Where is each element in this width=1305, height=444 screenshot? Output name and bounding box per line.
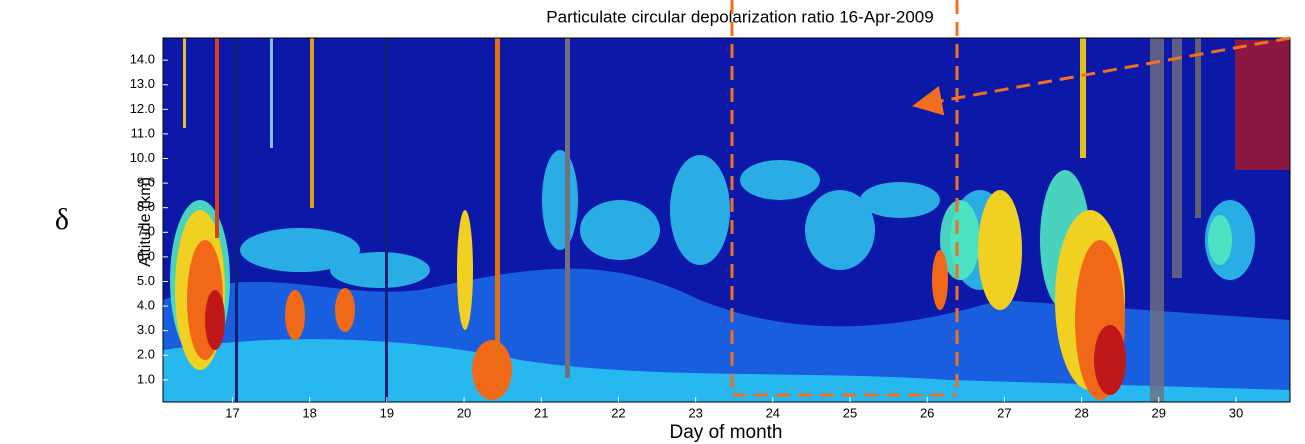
y-tick-label: 11.0 [131, 125, 155, 140]
x-tick-label: 27 [997, 405, 1011, 420]
y-tick-label: 12.0 [130, 101, 155, 116]
x-tick-label: 28 [1074, 405, 1088, 420]
x-tick-label: 26 [920, 405, 934, 420]
x-tick-label: 24 [766, 405, 780, 420]
y-tick-label: 9.0 [137, 175, 155, 190]
y-tick-label: 5.0 [137, 273, 155, 288]
y-tick-label: 2.0 [137, 347, 155, 362]
x-tick-label: 21 [534, 405, 548, 420]
x-tick-label: 18 [302, 405, 316, 420]
x-tick-label: 22 [611, 405, 625, 420]
y-tick-label: 4.0 [137, 298, 155, 313]
y-tick-label: 10.0 [130, 150, 155, 165]
x-tick-label: 23 [688, 405, 702, 420]
axes: 1.0 2.0 3.0 4.0 5.0 6.0 7.0 8.0 9.0 10.0 11.0 12.0 1… [130, 52, 1244, 421]
y-tick-label: 1.0 [137, 371, 155, 386]
y-tick-label: 6.0 [137, 248, 155, 263]
x-tick-label: 19 [380, 405, 394, 420]
x-tick-label: 30 [1229, 405, 1243, 420]
x-tick-label: 25 [843, 405, 857, 420]
x-tick-label: 17 [225, 405, 239, 420]
y-tick-label: 14.0 [130, 52, 155, 67]
highlight-box [730, 0, 1291, 397]
side-label: δ [55, 203, 69, 236]
y-tick-label: 7.0 [137, 224, 155, 239]
y-axis-label: Altitude (km) [137, 177, 154, 267]
heatmap-image [163, 38, 1290, 402]
x-tick-label: 29 [1152, 405, 1166, 420]
y-tick-label: 3.0 [137, 322, 155, 337]
x-tick-label: 20 [457, 405, 471, 420]
plot-frame [162, 37, 1291, 403]
x-axis-label: Day of month [670, 422, 783, 443]
y-tick-label: 13.0 [130, 76, 155, 91]
y-tick-label: 8.0 [137, 199, 155, 214]
chart-title: Particulate circular depolarization rati… [546, 7, 933, 26]
